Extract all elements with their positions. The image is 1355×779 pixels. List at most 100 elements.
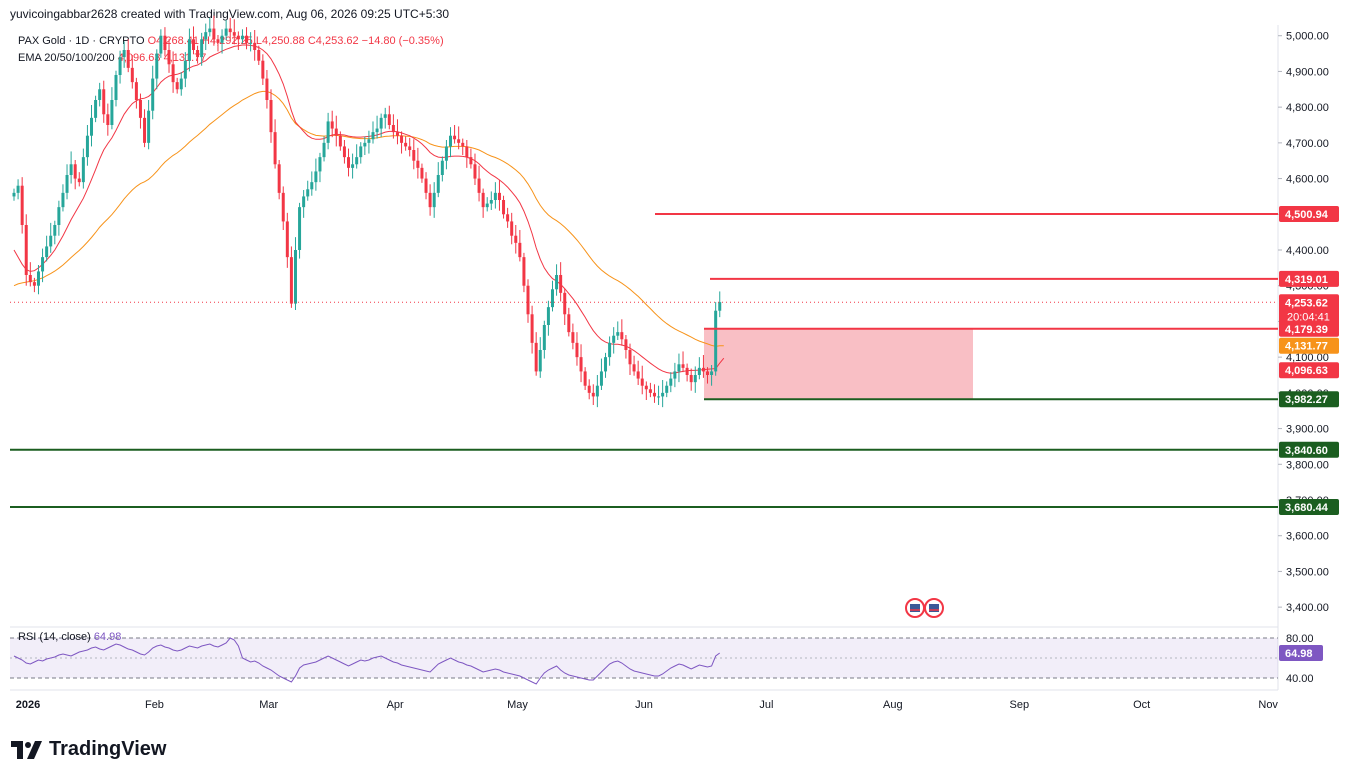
ema50-label-bg bbox=[1279, 337, 1339, 354]
candle-body bbox=[559, 275, 563, 293]
candle-body bbox=[457, 139, 461, 143]
ema20-label-bg bbox=[1279, 362, 1339, 379]
candle-body bbox=[236, 35, 240, 40]
y-tick-label: 4,800.00 bbox=[1286, 102, 1329, 114]
x-tick-label: Feb bbox=[145, 699, 164, 711]
candle-body bbox=[90, 117, 94, 136]
candle-body bbox=[16, 185, 20, 193]
candle-body bbox=[212, 28, 216, 40]
candle-body bbox=[440, 160, 444, 175]
candle-body bbox=[546, 307, 550, 325]
ema-label[interactable]: EMA 20/50/100/200 bbox=[18, 52, 115, 64]
symbol-label[interactable]: PAX Gold · 1D · CRYPTO bbox=[18, 35, 145, 47]
x-tick-label: 2026 bbox=[16, 699, 40, 711]
candle-body bbox=[175, 82, 179, 90]
candle-body bbox=[208, 28, 212, 33]
candle-body bbox=[522, 257, 526, 286]
candle-body bbox=[534, 342, 538, 372]
candle-body bbox=[359, 146, 363, 158]
candle-body bbox=[624, 339, 628, 350]
candle-body bbox=[318, 157, 322, 172]
candle-body bbox=[395, 132, 399, 136]
candle-body bbox=[710, 371, 714, 375]
candle-body bbox=[351, 164, 355, 168]
candle-body bbox=[563, 292, 567, 315]
tradingview-logo[interactable]: TradingView bbox=[11, 738, 166, 761]
candle-body bbox=[485, 203, 489, 208]
candle-body bbox=[347, 157, 351, 168]
candle-body bbox=[477, 178, 481, 193]
candle-body bbox=[163, 35, 167, 50]
y-tick-label: 4,600.00 bbox=[1286, 174, 1329, 186]
candle-body bbox=[685, 367, 689, 375]
candle-body bbox=[49, 235, 53, 247]
candle-body bbox=[98, 89, 102, 100]
rsi-value: 64.98 bbox=[93, 631, 122, 643]
candle-body bbox=[583, 371, 587, 386]
level-label-bg bbox=[1279, 205, 1339, 222]
candle-body bbox=[550, 289, 554, 308]
candle-body bbox=[432, 192, 436, 208]
y-tick-label: 4,900.00 bbox=[1286, 66, 1329, 78]
candle-body bbox=[302, 196, 306, 208]
candle-body bbox=[420, 167, 424, 179]
level-label-bg bbox=[1279, 391, 1339, 408]
candle-body bbox=[489, 200, 493, 204]
candle-body bbox=[412, 150, 416, 161]
y-tick-label: 3,600.00 bbox=[1286, 531, 1329, 543]
rsi-legend: RSI (14, close) 64.98 bbox=[18, 631, 121, 643]
candle-body bbox=[130, 67, 134, 83]
candle-body bbox=[375, 128, 379, 133]
candle-body bbox=[24, 225, 28, 275]
candle-body bbox=[159, 35, 163, 54]
candle-body bbox=[587, 385, 591, 393]
candle-body bbox=[249, 42, 253, 44]
tradingview-icon bbox=[11, 740, 42, 759]
rsi-value-bg bbox=[1279, 645, 1323, 662]
candle-body bbox=[187, 39, 191, 61]
candle-body bbox=[677, 364, 681, 372]
candle-body bbox=[269, 100, 273, 133]
candle-body bbox=[277, 164, 281, 193]
candle-body bbox=[379, 117, 383, 129]
candle-body bbox=[196, 50, 200, 58]
last-price-label-bg bbox=[1279, 294, 1339, 325]
level-label: 3,680.44 bbox=[1285, 502, 1329, 514]
candle-body bbox=[138, 100, 142, 118]
candle-body bbox=[367, 139, 371, 143]
candle-body bbox=[12, 192, 16, 197]
candle-body bbox=[652, 392, 656, 397]
candle-body bbox=[608, 342, 612, 358]
candle-body bbox=[45, 246, 49, 258]
candle-body bbox=[599, 371, 603, 386]
candle-body bbox=[416, 160, 420, 168]
candle-body bbox=[506, 214, 510, 222]
y-tick-label: 4,700.00 bbox=[1286, 138, 1329, 150]
candle-body bbox=[518, 242, 522, 258]
rsi-tick-label: 40.00 bbox=[1286, 673, 1314, 685]
candle-body bbox=[579, 357, 583, 372]
y-tick-label: 3,500.00 bbox=[1286, 566, 1329, 578]
candle-body bbox=[444, 146, 448, 161]
candle-body bbox=[616, 332, 620, 336]
candle-body bbox=[240, 35, 244, 40]
candle-body bbox=[73, 164, 77, 179]
candle-body bbox=[681, 364, 685, 368]
x-tick-label: Jun bbox=[635, 699, 653, 711]
candle-body bbox=[604, 357, 608, 372]
candle-body bbox=[106, 114, 110, 125]
candle-body bbox=[363, 142, 367, 147]
candle-body bbox=[383, 114, 387, 118]
candle-body bbox=[183, 60, 187, 79]
candle-body bbox=[706, 371, 710, 375]
candle-body bbox=[28, 275, 32, 283]
candle-body bbox=[326, 121, 330, 143]
candle-body bbox=[595, 385, 599, 397]
x-tick-label: Aug bbox=[883, 699, 903, 711]
rsi-label[interactable]: RSI (14, close) bbox=[18, 631, 91, 643]
x-tick-label: Oct bbox=[1133, 699, 1150, 711]
candle-body bbox=[216, 39, 220, 43]
candle-body bbox=[428, 192, 432, 208]
candle-body bbox=[404, 142, 408, 147]
